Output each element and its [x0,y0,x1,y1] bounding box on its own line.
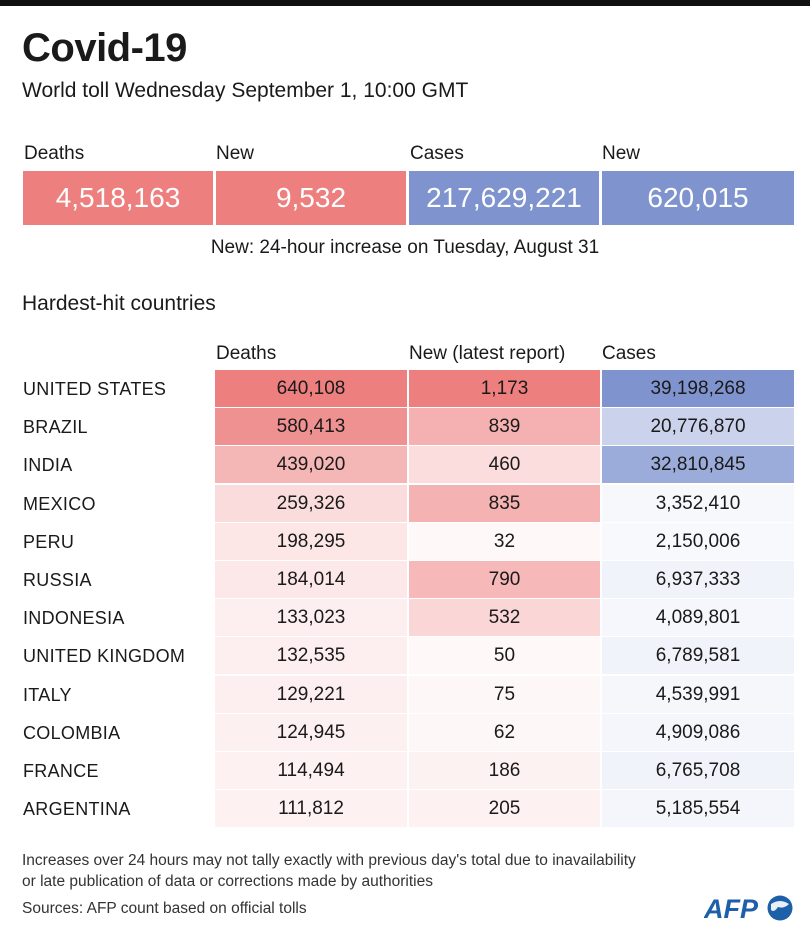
column-header-cases: Cases [602,343,656,364]
country-name: INDONESIA [23,608,125,629]
total-new-deaths-value: 9,532 [216,171,406,225]
deaths-cell: 124,945 [215,713,407,751]
footnote-line-1: Increases over 24 hours may not tally ex… [22,852,636,869]
page-title: Covid-19 [22,26,187,70]
table-row: PERU 198,295 32 2,150,006 [0,522,810,561]
country-name: UNITED STATES [23,379,167,399]
table-row: UNITED KINGDOM 132,535 50 6,789,581 [0,637,810,675]
country-name: BRAZIL [23,417,88,438]
country-name: FRANCE [23,761,99,781]
total-new-deaths-label: New [216,143,255,164]
section-title: Hardest-hit countries [22,292,216,315]
cases-cell: 6,789,581 [602,637,794,675]
table-row: COLOMBIA 124,945 62 4,909,086 [0,713,810,752]
cases-cell: 20,776,870 [602,408,794,446]
deaths-cell: 580,413 [215,408,407,446]
new-deaths-cell: 205 [409,790,600,828]
total-new-cases-value: 620,015 [602,171,794,225]
deaths-cell: 133,023 [215,599,407,637]
new-deaths-cell: 75 [409,675,600,713]
cases-cell: 6,937,333 [602,561,794,598]
table-row: FRANCE 114,494 186 6,765,708 [0,752,810,790]
footnote: Increases over 24 hours may not tally ex… [22,850,636,892]
cases-cell: 39,198,268 [602,370,794,407]
total-cases-value: 217,629,221 [409,171,599,225]
total-new-cases-label: New [602,143,641,164]
page-subtitle: World toll Wednesday September 1, 10:00 … [22,79,469,102]
new-deaths-cell: 460 [409,446,600,484]
cases-cell: 32,810,845 [602,446,794,484]
country-name: INDIA [23,455,73,476]
table-row: INDIA 439,020 460 32,810,845 [0,446,810,484]
total-deaths-label: Deaths [24,143,85,164]
new-deaths-cell: 32 [409,522,600,560]
table-row: ITALY 129,221 75 4,539,991 [0,675,810,714]
deaths-cell: 198,295 [215,522,407,560]
cases-cell: 6,765,708 [602,752,794,789]
country-name: ARGENTINA [23,799,131,820]
table-row: INDONESIA 133,023 532 4,089,801 [0,599,810,637]
total-cases-label: Cases [410,143,464,164]
deaths-cell: 640,108 [215,370,407,407]
country-name: RUSSIA [23,570,92,590]
total-deaths-value: 4,518,163 [23,171,213,225]
deaths-cell: 114,494 [215,752,407,789]
country-name: COLOMBIA [23,722,121,743]
new-deaths-cell: 186 [409,752,600,789]
deaths-cell: 439,020 [215,446,407,484]
table-row: RUSSIA 184,014 790 6,937,333 [0,561,810,599]
sources: Sources: AFP count based on official tol… [22,900,307,917]
cases-cell: 4,909,086 [602,713,794,751]
afp-logo: AFP [704,894,793,923]
country-name: ITALY [23,684,72,705]
column-header-new: New (latest report) [409,343,566,364]
table-row: ARGENTINA 111,812 205 5,185,554 [0,790,810,828]
new-deaths-cell: 62 [409,713,600,751]
table-row: UNITED STATES 640,108 1,173 39,198,268 [0,370,810,408]
top-rule [0,0,810,6]
new-deaths-cell: 790 [409,561,600,598]
country-name: UNITED KINGDOM [23,646,186,667]
afp-logo-text: AFP [704,894,759,923]
totals-note: New: 24-hour increase on Tuesday, August… [210,237,600,258]
new-deaths-cell: 50 [409,637,600,675]
cases-cell: 4,539,991 [602,675,794,713]
cases-cell: 2,150,006 [602,522,794,560]
deaths-cell: 129,221 [215,675,407,713]
new-deaths-cell: 839 [409,408,600,446]
deaths-cell: 111,812 [215,790,407,828]
deaths-cell: 259,326 [215,484,407,522]
country-name: MEXICO [23,493,96,514]
new-deaths-cell: 1,173 [409,370,600,407]
afp-logo-globe [767,895,793,921]
table-row: MEXICO 259,326 835 3,352,410 [0,484,810,523]
deaths-cell: 184,014 [215,561,407,598]
table-row: BRAZIL 580,413 839 20,776,870 [0,408,810,446]
cases-cell: 3,352,410 [602,484,794,522]
footnote-line-2: or late publication of data or correctio… [22,873,433,890]
new-deaths-cell: 835 [409,484,600,522]
cases-cell: 5,185,554 [602,790,794,828]
cases-cell: 4,089,801 [602,599,794,637]
deaths-cell: 132,535 [215,637,407,675]
column-header-deaths: Deaths [216,343,277,364]
new-deaths-cell: 532 [409,599,600,637]
country-name: PERU [23,531,75,552]
